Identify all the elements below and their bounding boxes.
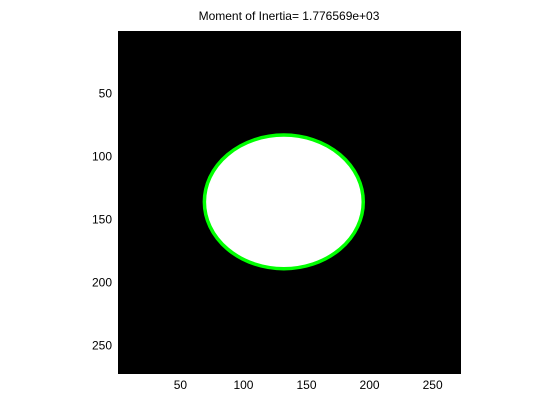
x-tick-label: 50 xyxy=(174,378,188,392)
y-tick-label: 200 xyxy=(92,276,112,290)
x-tick-label: 200 xyxy=(360,378,380,392)
white-region xyxy=(204,135,364,269)
x-axis-ticks: 50 100 150 200 250 xyxy=(174,370,443,392)
y-axis-ticks: 50 100 150 200 250 xyxy=(92,86,122,353)
x-tick-label: 100 xyxy=(233,378,253,392)
x-tick-label: 250 xyxy=(423,378,443,392)
y-tick-label: 150 xyxy=(92,213,112,227)
y-tick-label: 50 xyxy=(99,86,113,100)
green-boundary xyxy=(202,133,366,271)
y-tick-label: 100 xyxy=(92,149,112,163)
y-tick-label: 250 xyxy=(92,339,112,353)
x-tick-label: 150 xyxy=(297,378,317,392)
chart-title: Moment of Inertia= 1.776569e+03 xyxy=(199,9,380,23)
